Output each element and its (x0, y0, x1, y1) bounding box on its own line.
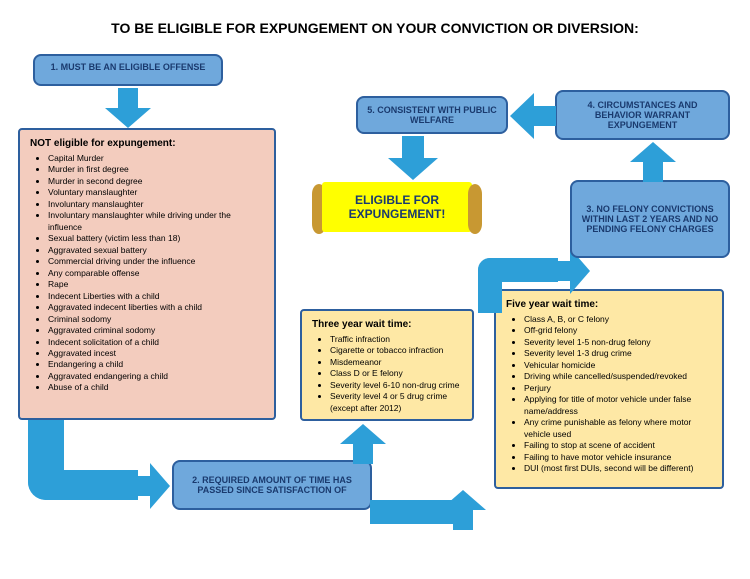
list-item: Class D or E felony (330, 368, 462, 379)
list-item: Severity level 1-3 drug crime (524, 348, 712, 359)
step2-label: 2. REQUIRED AMOUNT OF TIME HAS PASSED SI… (182, 475, 362, 495)
arrow-to-step2 (130, 463, 170, 509)
list-item: Aggravated endangering a child (48, 371, 264, 382)
step1-label: 1. MUST BE AN ELIGIBLE OFFENSE (51, 62, 206, 72)
arrow-step4-left (510, 93, 556, 139)
step3-label: 3. NO FELONY CONVICTIONS WITHIN LAST 2 Y… (580, 204, 720, 234)
list-item: Sexual battery (victim less than 18) (48, 233, 264, 244)
list-item: Involuntary manslaughter (48, 199, 264, 210)
list-item: Traffic infraction (330, 334, 462, 345)
list-item: Aggravated criminal sodomy (48, 325, 264, 336)
list-item: Commercial driving under the influence (48, 256, 264, 267)
connector-1b (28, 470, 138, 500)
list-item: Class A, B, or C felony (524, 314, 712, 325)
list-item: Cigarette or tobacco infraction (330, 345, 462, 356)
list-item: Misdemeanor (330, 357, 462, 368)
connector-wait-step3b (478, 258, 558, 282)
step5-label: 5. CONSISTENT WITH PUBLIC WELFARE (366, 105, 498, 125)
arrow-step1-down (105, 88, 151, 128)
three-year-title: Three year wait time: (312, 319, 462, 330)
list-item: Any crime punishable as felony where mot… (524, 417, 712, 440)
page-title: TO BE ELIGIBLE FOR EXPUNGEMENT ON YOUR C… (0, 20, 750, 36)
three-year-box: Three year wait time: Traffic infraction… (300, 309, 474, 421)
connector-step2-right (370, 500, 460, 524)
list-item: Rape (48, 279, 264, 290)
step5-box: 5. CONSISTENT WITH PUBLIC WELFARE (356, 96, 508, 134)
list-item: Involuntary manslaughter while driving u… (48, 210, 264, 233)
list-item: Aggravated sexual battery (48, 245, 264, 256)
scroll-right-cap (468, 184, 482, 234)
step4-box: 4. CIRCUMSTANCES AND BEHAVIOR WARRANT EX… (555, 90, 730, 140)
list-item: Applying for title of motor vehicle unde… (524, 394, 712, 417)
step3-box: 3. NO FELONY CONVICTIONS WITHIN LAST 2 Y… (570, 180, 730, 258)
not-eligible-list: Capital MurderMurder in first degreeMurd… (30, 153, 264, 394)
not-eligible-title: NOT eligible for expungement: (30, 138, 264, 149)
list-item: Murder in first degree (48, 164, 264, 175)
list-item: Failing to stop at scene of accident (524, 440, 712, 451)
five-year-title: Five year wait time: (506, 299, 712, 310)
result-label: ELIGIBLE FOR EXPUNGEMENT! (334, 193, 460, 221)
arrow-step5-down (388, 136, 438, 180)
list-item: Abuse of a child (48, 382, 264, 393)
list-item: Any comparable offense (48, 268, 264, 279)
not-eligible-box: NOT eligible for expungement: Capital Mu… (18, 128, 276, 420)
step1-box: 1. MUST BE AN ELIGIBLE OFFENSE (33, 54, 223, 86)
list-item: Capital Murder (48, 153, 264, 164)
list-item: Voluntary manslaughter (48, 187, 264, 198)
five-year-box: Five year wait time: Class A, B, or C fe… (494, 289, 724, 489)
list-item: Severity level 4 or 5 drug crime (except… (330, 391, 462, 414)
list-item: Indecent Liberties with a child (48, 291, 264, 302)
list-item: Aggravated indecent liberties with a chi… (48, 302, 264, 313)
list-item: Aggravated incest (48, 348, 264, 359)
list-item: Murder in second degree (48, 176, 264, 187)
step2-box: 2. REQUIRED AMOUNT OF TIME HAS PASSED SI… (172, 460, 372, 510)
list-item: Driving while cancelled/suspended/revoke… (524, 371, 712, 382)
list-item: Severity level 1-5 non-drug felony (524, 337, 712, 348)
step4-label: 4. CIRCUMSTANCES AND BEHAVIOR WARRANT EX… (565, 100, 720, 130)
list-item: Vehicular homicide (524, 360, 712, 371)
list-item: Endangering a child (48, 359, 264, 370)
arrow-step2-up-left (340, 424, 386, 464)
list-item: Off-grid felony (524, 325, 712, 336)
result-box: ELIGIBLE FOR EXPUNGEMENT! (322, 182, 472, 232)
five-year-list: Class A, B, or C felonyOff-grid felonySe… (506, 314, 712, 475)
list-item: Criminal sodomy (48, 314, 264, 325)
arrow-step3-up (630, 142, 676, 182)
list-item: Indecent solicitation of a child (48, 337, 264, 348)
list-item: DUI (most first DUIs, second will be dif… (524, 463, 712, 474)
list-item: Severity level 6-10 non-drug crime (330, 380, 462, 391)
list-item: Perjury (524, 383, 712, 394)
three-year-list: Traffic infractionCigarette or tobacco i… (312, 334, 462, 414)
list-item: Failing to have motor vehicle insurance (524, 452, 712, 463)
